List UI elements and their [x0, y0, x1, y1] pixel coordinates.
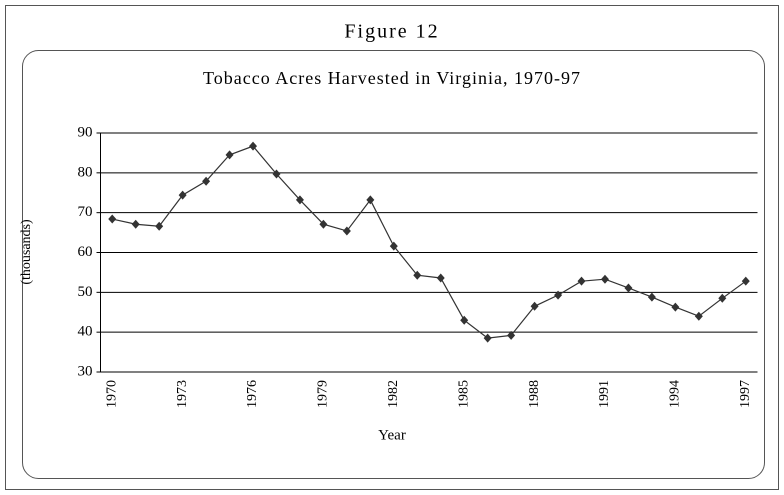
x-tick-label: 1979: [316, 380, 331, 408]
x-tick-label: 1997: [738, 380, 753, 408]
y-tick-label: 40: [78, 324, 93, 340]
data-marker: [718, 293, 727, 303]
data-marker: [413, 270, 422, 280]
data-marker: [108, 214, 117, 224]
chart-title: Tobacco Acres Harvested in Virginia, 197…: [203, 68, 581, 88]
data-marker: [155, 221, 164, 231]
x-tick-label: 1985: [456, 380, 471, 408]
data-marker: [530, 301, 539, 311]
x-tick-label: 1994: [668, 380, 683, 408]
data-marker: [577, 276, 586, 286]
x-tick-label: 1970: [104, 380, 119, 408]
data-marker: [249, 141, 258, 151]
y-tick-label: 50: [78, 284, 93, 300]
figure-label: Figure 12: [344, 21, 439, 43]
chart-frame: [22, 50, 765, 479]
y-axis-label: (thousands): [19, 219, 34, 285]
x-tick-label: 1988: [527, 380, 542, 408]
data-marker: [694, 311, 703, 321]
data-marker: [131, 219, 140, 229]
y-tick-label: 60: [78, 244, 93, 260]
data-marker: [178, 190, 187, 200]
data-marker: [272, 169, 281, 179]
x-tick-label: 1976: [245, 380, 260, 408]
data-marker: [554, 290, 563, 300]
y-tick-label: 90: [78, 124, 93, 140]
data-marker: [460, 315, 469, 325]
data-marker: [600, 274, 609, 284]
data-marker: [366, 195, 375, 205]
data-marker: [624, 283, 633, 293]
x-tick-label: 1973: [175, 380, 190, 408]
data-marker: [647, 292, 656, 302]
x-tick-label: 1991: [597, 380, 612, 408]
x-tick-label: 1982: [386, 380, 401, 408]
data-marker: [507, 330, 516, 340]
data-marker: [342, 226, 351, 236]
x-axis-label: Year: [378, 427, 406, 443]
y-tick-label: 80: [78, 164, 93, 180]
data-line: [112, 145, 747, 339]
data-marker: [483, 333, 492, 343]
y-tick-label: 30: [78, 363, 93, 379]
data-marker: [202, 176, 211, 186]
y-tick-label: 70: [78, 204, 93, 220]
outer-frame: [5, 5, 779, 490]
data-marker: [295, 195, 304, 205]
data-marker: [319, 219, 328, 229]
data-marker: [225, 150, 234, 160]
data-marker: [389, 241, 398, 251]
data-marker: [436, 273, 445, 283]
data-marker: [741, 276, 750, 286]
data-marker: [671, 302, 680, 312]
